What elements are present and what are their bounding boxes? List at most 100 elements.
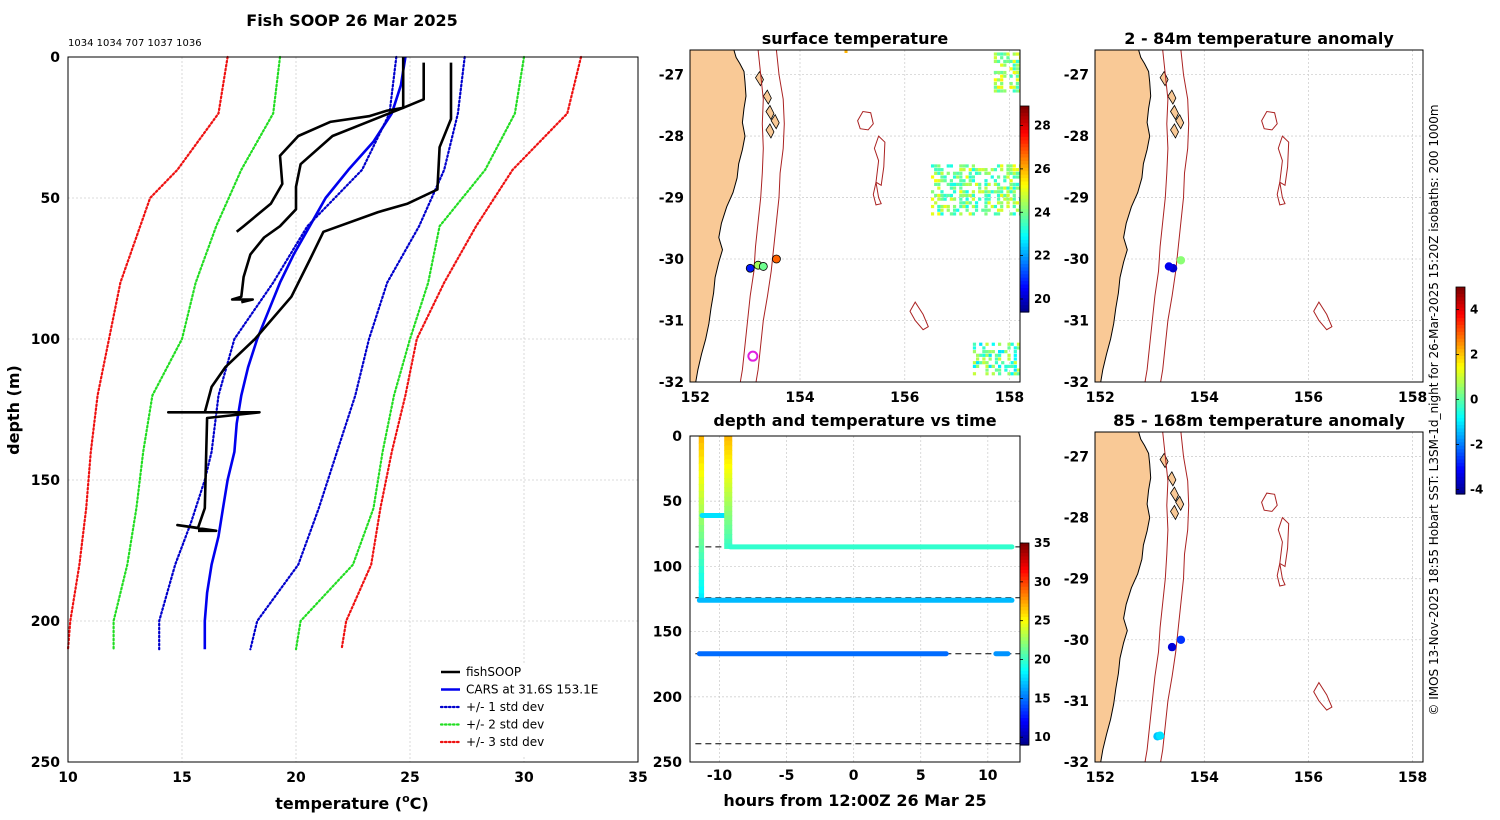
island xyxy=(1167,89,1177,105)
legend-label: +/- 1 std dev xyxy=(466,700,544,714)
anomaly-colorbar-segment xyxy=(1456,335,1465,340)
sst-pixel xyxy=(956,208,960,212)
sst-pixel xyxy=(949,164,954,168)
track-segment xyxy=(698,518,705,526)
sst-pixel xyxy=(934,164,938,168)
sst-pixel xyxy=(985,353,989,357)
temp-colorbar-segment xyxy=(1020,660,1029,665)
sst-pixel xyxy=(996,190,1001,194)
temp-colorbar-segment xyxy=(1020,610,1029,615)
sst-pixel xyxy=(982,346,986,350)
sst-pixel xyxy=(1000,81,1004,86)
sst-colorbar-segment xyxy=(1020,229,1029,234)
sst-colorbar-segment xyxy=(1020,236,1029,241)
sst-pixel xyxy=(1013,357,1017,361)
temp-colorbar-segment xyxy=(1020,704,1029,709)
sst-pixel xyxy=(971,164,976,168)
sst-pixel xyxy=(993,56,998,60)
island xyxy=(770,113,780,130)
anomaly-colorbar-segment xyxy=(1456,456,1465,461)
track-segment xyxy=(724,454,733,461)
temp-colorbar-segment xyxy=(1020,596,1029,601)
sst-pixel xyxy=(1004,368,1008,372)
temp-colorbar-tick: 35 xyxy=(1034,536,1051,550)
track-segment xyxy=(698,504,705,513)
profile-xtick: 20 xyxy=(286,770,306,786)
legend-label: fishSOOP xyxy=(466,665,521,679)
profile-frame xyxy=(67,56,639,763)
sst-pixel xyxy=(1016,372,1020,376)
sst-pixel xyxy=(934,179,938,183)
sst-pixel xyxy=(1018,197,1020,201)
track-segment xyxy=(724,445,733,451)
track-segment xyxy=(698,490,705,499)
sst-pixel xyxy=(1006,56,1010,60)
sst-pixel xyxy=(978,190,982,194)
sst-pixel xyxy=(1010,372,1014,376)
sst-pixel xyxy=(1006,171,1010,175)
map-ytick: -30 xyxy=(1064,633,1090,649)
temp-colorbar-segment xyxy=(1020,580,1029,584)
sst-pixel xyxy=(959,182,963,186)
sst-colorbar-frame xyxy=(1019,105,1030,313)
sst-pixel xyxy=(1013,368,1017,372)
island xyxy=(754,70,764,87)
seamount-contour xyxy=(872,182,882,206)
land-mass xyxy=(1095,432,1152,762)
anomaly-colorbar-segment xyxy=(1456,483,1465,488)
sst-pixel xyxy=(1000,63,1004,67)
sst-pixel xyxy=(978,186,982,190)
sst-pixel xyxy=(959,201,963,205)
map-ytick: -28 xyxy=(1064,129,1089,145)
sst-pixel xyxy=(993,212,998,216)
dt-ytick: 250 xyxy=(653,755,682,771)
sst-pixel xyxy=(976,364,980,368)
sst-colorbar-segment xyxy=(1020,147,1029,152)
sst-pixel xyxy=(1000,201,1004,205)
sst-pixel xyxy=(972,364,977,368)
track-segment xyxy=(698,449,705,458)
sst-pixel xyxy=(1018,52,1020,56)
dt-ytick: 0 xyxy=(672,429,682,445)
sst-pixel xyxy=(1004,350,1008,354)
sst-pixel xyxy=(978,168,982,172)
anomaly-colorbar-segment xyxy=(1456,342,1465,347)
sst-map-panel: surface temperature 152 154 156 158 -27 -28 -2… xyxy=(659,29,1051,406)
sst-pixel xyxy=(959,179,963,183)
sst-pixel xyxy=(1009,179,1013,183)
sst-pixel xyxy=(968,212,972,216)
sst-pixel xyxy=(987,201,991,205)
anomaly-colorbar-tick: -2 xyxy=(1470,438,1483,452)
sst-pixel xyxy=(1009,186,1013,190)
anomaly-colorbar-segment xyxy=(1456,459,1465,464)
sst-pixel xyxy=(1006,59,1010,64)
temp-colorbar-segment xyxy=(1020,687,1029,692)
sst-pixel xyxy=(1006,204,1010,209)
map-xtick: 158 xyxy=(995,390,1024,406)
sst-pixel xyxy=(949,182,954,186)
sst-pixel xyxy=(1009,171,1013,175)
dt-ytick: 50 xyxy=(663,494,683,510)
temp-colorbar-segment xyxy=(1020,633,1029,638)
anomaly-colorbar-segment xyxy=(1456,328,1465,333)
temp-colorbar-segment xyxy=(1020,546,1029,551)
anomaly-colorbar-segment xyxy=(1456,404,1465,409)
anomaly-colorbar-segment xyxy=(1456,393,1465,398)
sst-pixel xyxy=(952,204,957,209)
track-segment xyxy=(724,468,733,475)
sst-colorbar-segment xyxy=(1020,178,1029,183)
anomaly-colorbar-segment xyxy=(1456,445,1465,450)
map-ytick: -27 xyxy=(659,68,684,84)
sst-pixel xyxy=(1018,70,1020,75)
anomaly-colorbar-segment xyxy=(1456,376,1465,381)
sst-colorbar-segment xyxy=(1020,267,1029,272)
sst-pixel xyxy=(994,357,999,361)
anomaly-colorbar-segment xyxy=(1456,480,1465,485)
sst-pixel xyxy=(1015,52,1020,56)
sst-pixel xyxy=(1006,190,1010,194)
sst-pixel xyxy=(984,171,988,175)
sst-pixel xyxy=(996,78,1001,82)
sst-pixel xyxy=(844,50,848,53)
anomaly-colorbar-tick: 0 xyxy=(1470,393,1478,407)
sst-colorbar-segment xyxy=(1020,106,1029,111)
